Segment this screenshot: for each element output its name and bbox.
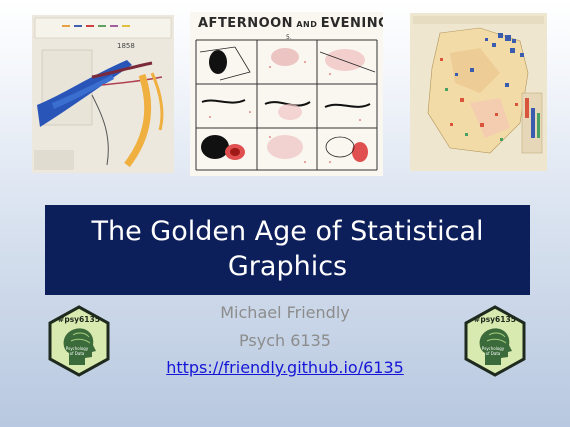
slide-title: The Golden Age of Statistical Graphics bbox=[45, 205, 530, 295]
france-statistical-map-image bbox=[410, 13, 547, 171]
head-silhouette-icon bbox=[479, 328, 512, 365]
minard-year-label: 1858 bbox=[117, 42, 135, 50]
badge-line1-text: Psychology bbox=[482, 346, 505, 351]
head-silhouette-icon bbox=[63, 328, 96, 365]
author-name: Michael Friendly bbox=[220, 303, 350, 322]
course-code: Psych 6135 bbox=[239, 331, 331, 350]
badge-tag-text: #psy6135 bbox=[474, 315, 516, 324]
course-website-link[interactable]: https://friendly.github.io/6135 bbox=[166, 358, 404, 377]
minard-flow-map-image: 1858 bbox=[32, 15, 174, 173]
galton-map-number: 5. bbox=[286, 34, 292, 41]
badge-tag-text: #psy6135 bbox=[58, 315, 100, 324]
badge-line2-text: of Data bbox=[70, 351, 85, 356]
psy6135-hex-badge-left: #psy6135 Psychology of Data bbox=[47, 305, 111, 377]
psy6135-hex-badge-right: #psy6135 Psychology of Data bbox=[463, 305, 527, 377]
galton-map-title: AFTERNOON AND EVENING bbox=[198, 16, 383, 31]
galton-weather-map-image: AFTERNOON AND EVENING 5. bbox=[190, 12, 383, 176]
badge-line2-text: of Data bbox=[486, 351, 501, 356]
badge-line1-text: Psychology bbox=[66, 346, 89, 351]
